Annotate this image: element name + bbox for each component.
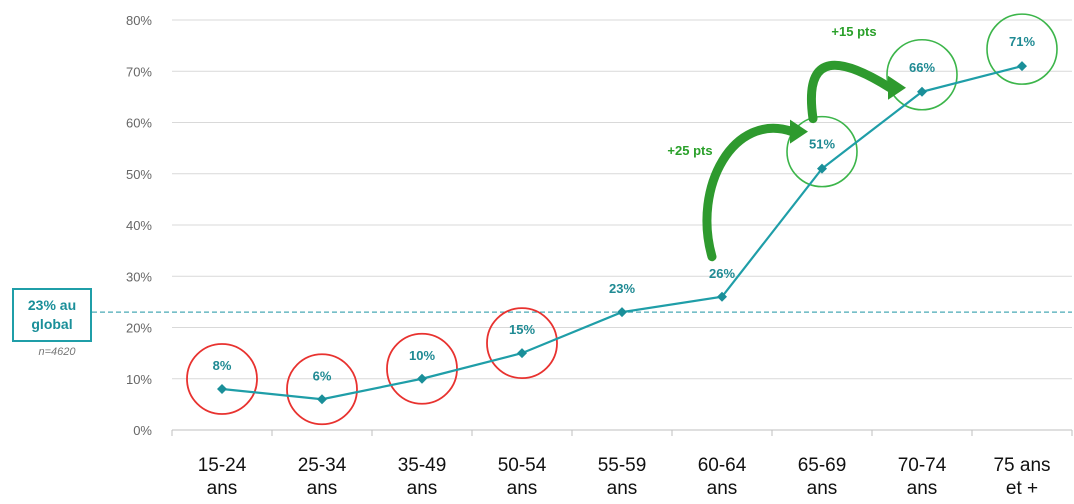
data-label: 6%	[313, 368, 332, 383]
y-tick-label: 40%	[126, 218, 152, 233]
data-point	[317, 394, 327, 405]
y-tick-label: 0%	[133, 423, 152, 438]
x-axis	[171, 429, 1073, 436]
y-tick-label: 70%	[126, 64, 152, 79]
green-highlight-circle	[986, 13, 1058, 85]
red-highlight-circle	[186, 343, 258, 415]
curved-arrow	[702, 123, 797, 262]
x-tick-label: 70-74 ans	[898, 455, 947, 499]
x-tick-label-line: 25-34	[298, 455, 347, 476]
global-box-line2: global	[31, 316, 73, 332]
data-label: 26%	[709, 266, 735, 281]
x-tick-label: 65-69 ans	[798, 455, 847, 499]
y-tick-label: 20%	[126, 321, 152, 336]
x-tick-label-line: et +	[1006, 478, 1038, 499]
x-tick-label-line: ans	[507, 478, 538, 499]
series-markers	[217, 61, 1027, 405]
x-tick-label-line: ans	[807, 478, 838, 499]
x-tick-label-line: ans	[707, 478, 738, 499]
x-tick-label: 35-49 ans	[398, 455, 447, 499]
y-axis-ticks: 0% 10% 20% 30% 40% 50% 60% 70% 80%	[126, 13, 152, 438]
data-point	[917, 86, 927, 97]
annotation-label: +15 pts	[831, 24, 876, 39]
green-highlight-circle	[886, 38, 958, 111]
x-tick-label-line: 70-74	[898, 455, 947, 476]
red-highlight-circle	[286, 353, 358, 426]
data-label: 66%	[909, 60, 935, 75]
global-box-line1: 23% au	[27, 297, 77, 313]
data-point	[617, 307, 627, 318]
annotation-arrows	[702, 60, 906, 262]
x-tick-label: 60-64 ans	[698, 455, 747, 499]
data-point	[417, 373, 427, 384]
x-tick-label-line: 35-49	[398, 455, 447, 476]
x-tick-label: 55-59 ans	[598, 455, 647, 499]
data-label: 10%	[409, 348, 435, 363]
x-tick-label-line: 50-54	[498, 455, 547, 476]
red-highlight-circle	[486, 307, 558, 380]
x-tick-label-line: ans	[307, 478, 338, 499]
annotation-labels: +25 pts +15 pts	[667, 24, 876, 158]
x-tick-label-line: ans	[207, 478, 238, 499]
data-label: 8%	[213, 358, 232, 373]
green-highlight-circle	[786, 115, 858, 188]
x-tick-label-line: ans	[407, 478, 438, 499]
arrow-head	[888, 75, 906, 100]
x-tick-label-line: 55-59	[598, 455, 647, 476]
y-tick-label: 30%	[126, 269, 152, 284]
data-point	[517, 348, 527, 359]
data-point	[817, 163, 827, 174]
x-tick-label-line: 65-69	[798, 455, 847, 476]
x-tick-label-line: 15-24	[198, 455, 247, 476]
x-tick-label-line: 75 ans	[993, 455, 1050, 476]
data-point	[217, 384, 227, 394]
data-label: 15%	[509, 322, 535, 337]
red-highlight-circle	[386, 332, 458, 405]
y-tick-label: 10%	[126, 372, 152, 387]
curved-arrow	[807, 60, 895, 124]
y-tick-label: 60%	[126, 116, 152, 131]
series-path	[221, 65, 1023, 401]
arrow-head	[790, 119, 808, 144]
gridlines	[172, 19, 1072, 380]
x-tick-label: 15-24 ans	[198, 455, 247, 499]
y-tick-label: 80%	[126, 13, 152, 28]
data-label: 71%	[1009, 34, 1035, 49]
x-tick-label: 50-54 ans	[498, 455, 547, 499]
annotation-label: +25 pts	[667, 143, 712, 158]
x-tick-label-line: ans	[907, 478, 938, 499]
x-tick-label-line: 60-64	[698, 455, 747, 476]
sample-size-label: n=4620	[38, 346, 76, 358]
data-point	[1017, 61, 1027, 72]
x-tick-label-line: ans	[607, 478, 638, 499]
highlight-circles	[186, 13, 1058, 426]
data-label: 23%	[609, 281, 635, 296]
data-label: 51%	[809, 137, 835, 152]
y-tick-label: 50%	[126, 167, 152, 182]
series-line	[221, 65, 1023, 401]
data-labels: 8% 6% 10% 15% 23% 26% 51% 66% 71%	[213, 34, 1036, 383]
data-point	[717, 291, 727, 302]
x-tick-label: 75 ans et +	[993, 455, 1050, 499]
global-average-box: 23% au global	[12, 288, 92, 342]
x-tick-label: 25-34 ans	[298, 455, 347, 499]
